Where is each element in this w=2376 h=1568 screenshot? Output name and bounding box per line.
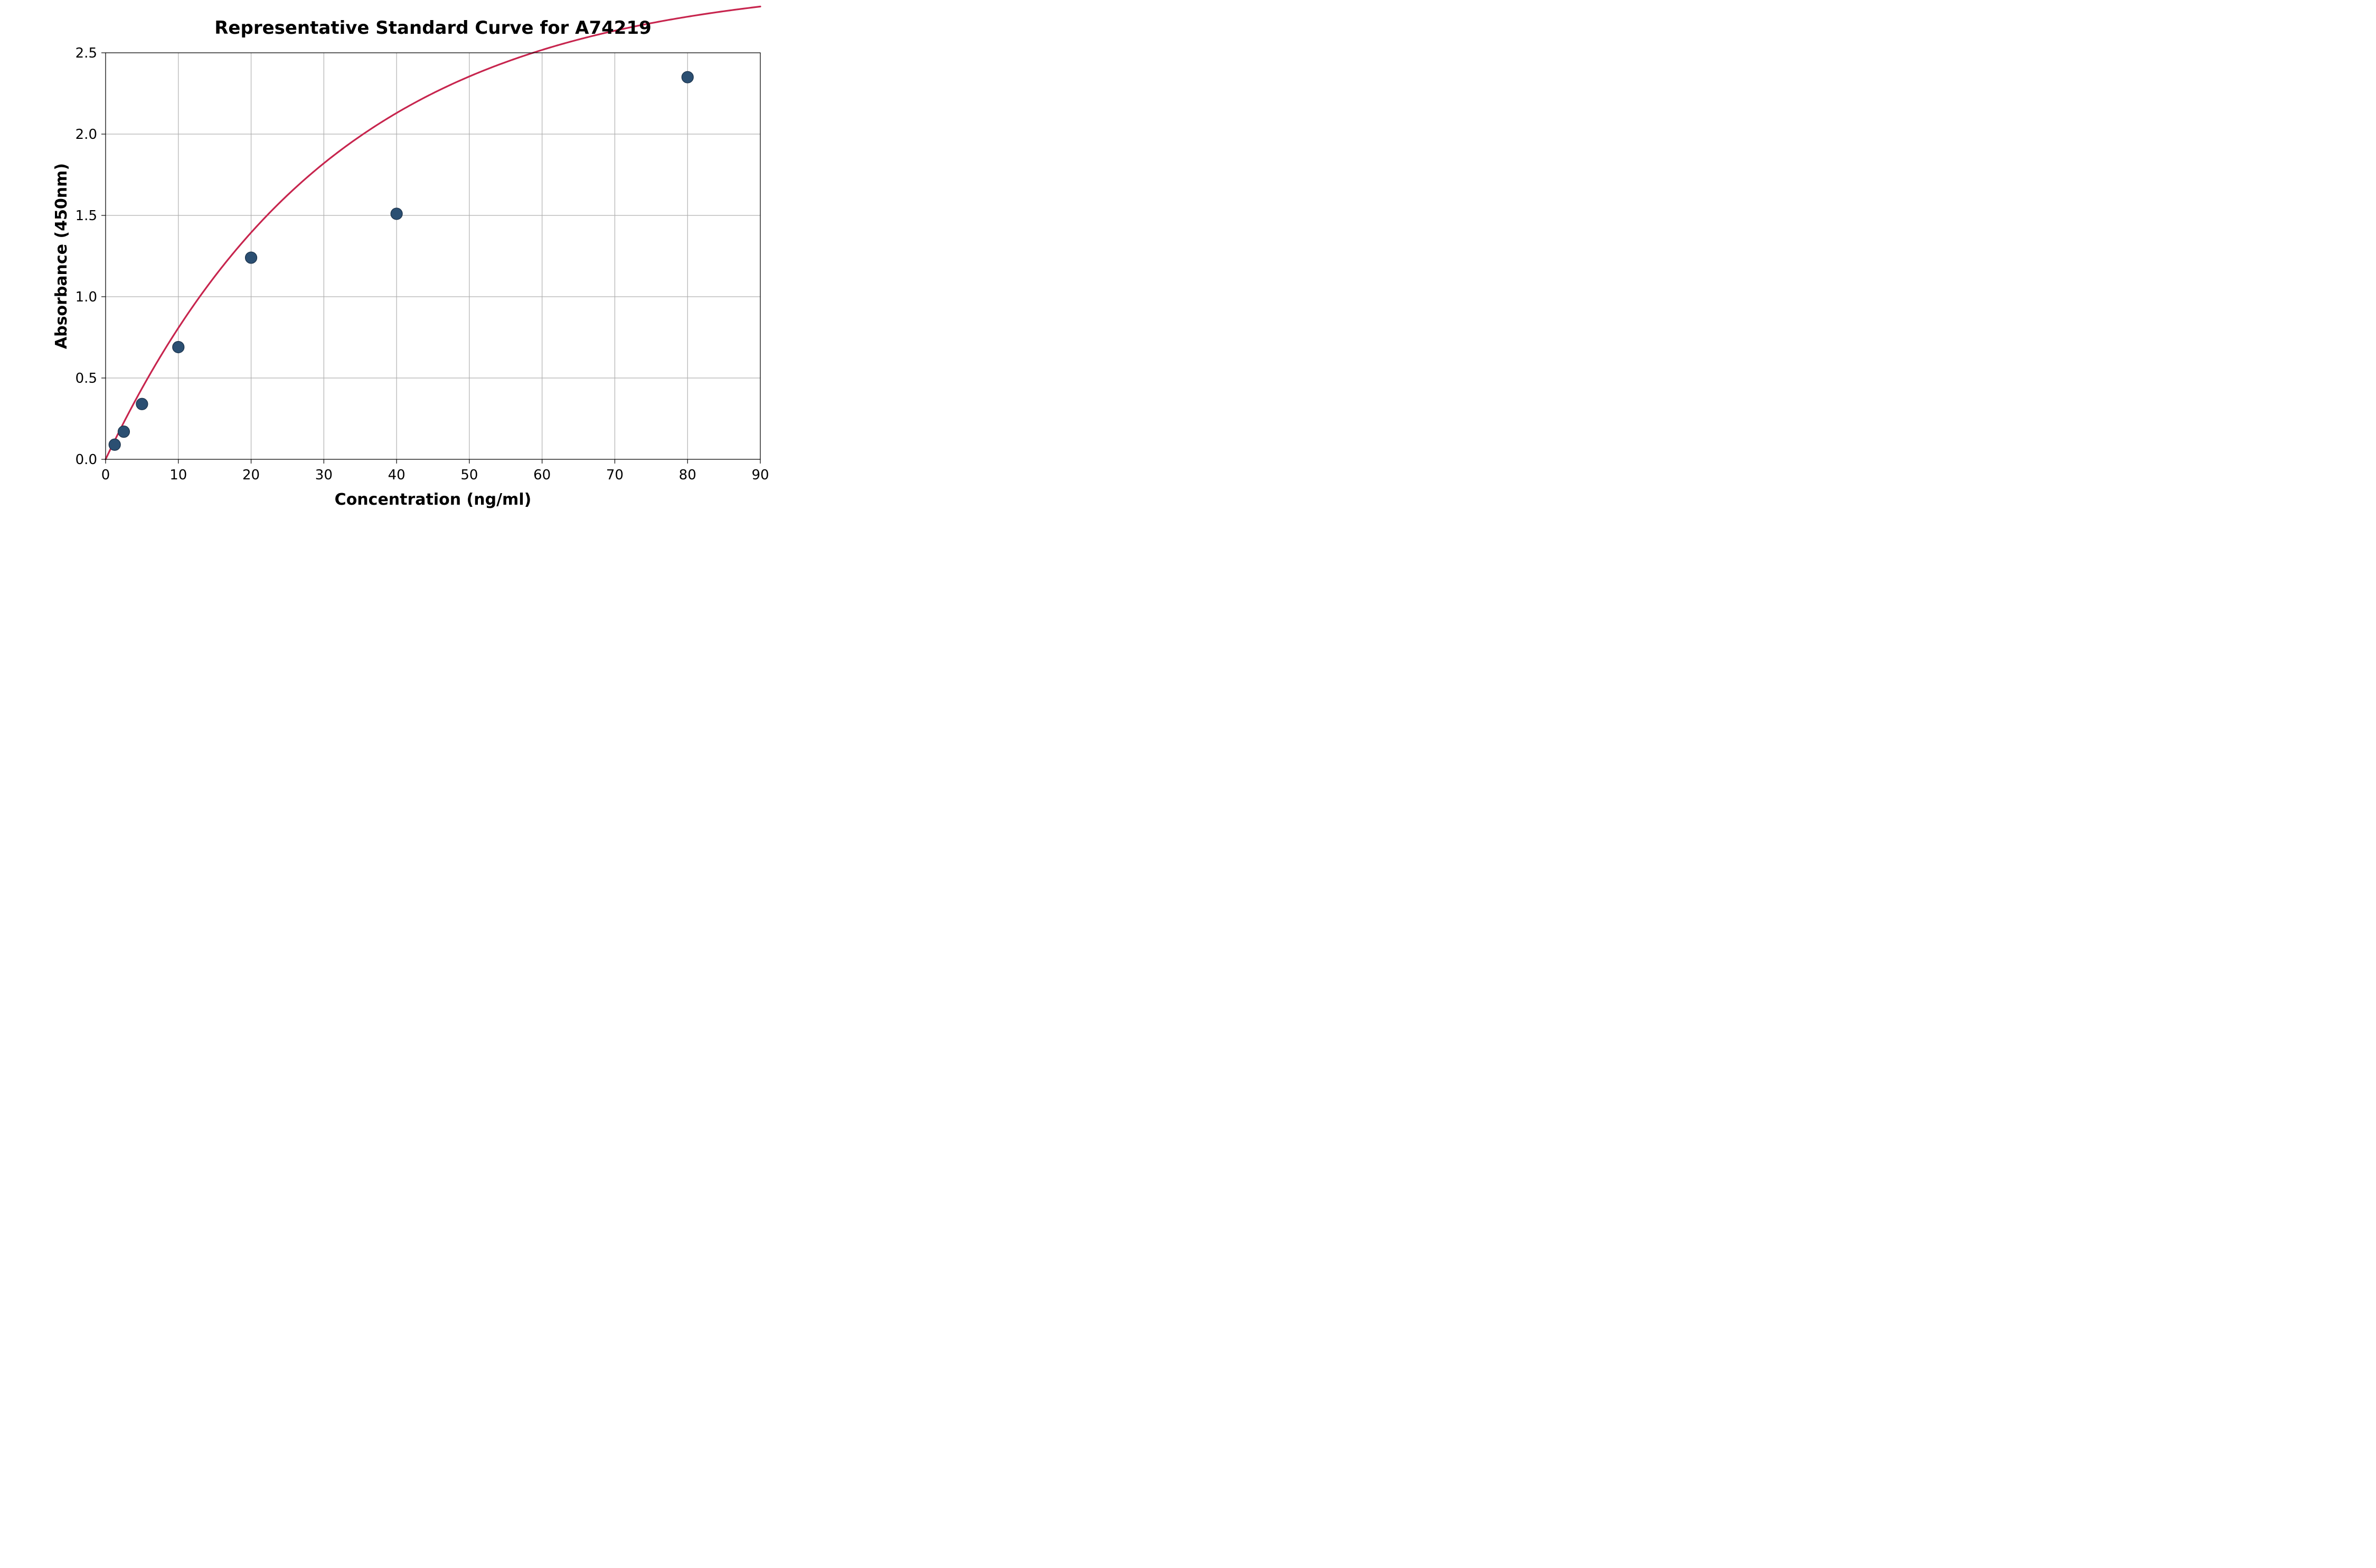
data-point: [391, 208, 402, 220]
standard-curve-chart: 0 10 20 30 40 50 60 70 80 90 0.0 0.5 1.0 1.5 2.0 2.5 Con…: [0, 0, 792, 523]
x-axis-label: Concentration (ng/ml): [335, 490, 532, 509]
data-point: [109, 439, 120, 450]
x-tick-label: 70: [606, 467, 624, 483]
x-tick-label: 50: [460, 467, 478, 483]
y-tick-label: 1.0: [76, 289, 97, 305]
y-tick-label: 2.0: [76, 127, 97, 143]
y-tick-label: 0.5: [76, 371, 97, 386]
data-point: [682, 71, 693, 83]
x-tick-label: 80: [679, 467, 696, 483]
y-tick-label: 2.5: [76, 45, 97, 61]
data-point: [246, 252, 257, 263]
data-point: [118, 426, 129, 438]
x-tick-label: 40: [388, 467, 406, 483]
chart-container: 0 10 20 30 40 50 60 70 80 90 0.0 0.5 1.0 1.5 2.0 2.5 Con…: [0, 0, 792, 523]
x-tick-label: 0: [101, 467, 110, 483]
y-axis-label: Absorbance (450nm): [52, 163, 71, 349]
x-tick-label: 20: [242, 467, 260, 483]
data-point: [173, 341, 184, 353]
x-tick-label: 90: [751, 467, 769, 483]
y-tick-label: 1.5: [76, 208, 97, 224]
x-tick-label: 30: [315, 467, 333, 483]
x-tick-label: 60: [533, 467, 551, 483]
data-point: [136, 398, 148, 410]
x-tick-label: 10: [169, 467, 187, 483]
chart-title: Representative Standard Curve for A74219: [214, 17, 652, 39]
y-tick-label: 0.0: [76, 452, 97, 468]
